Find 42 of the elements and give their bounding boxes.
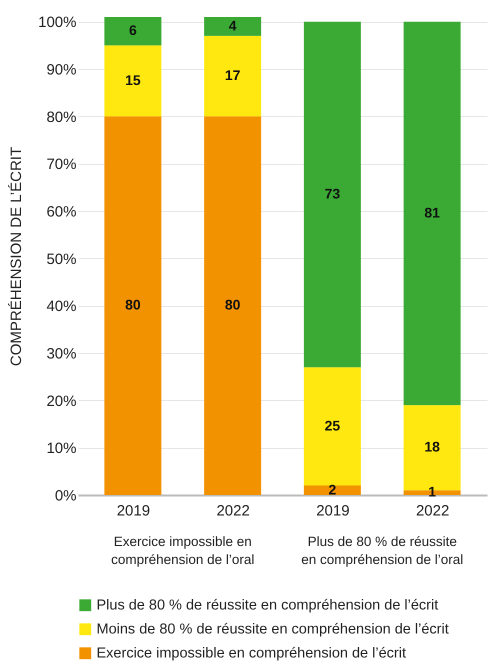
data-label: 18 bbox=[424, 438, 440, 455]
y-tick-label: 70% bbox=[46, 156, 76, 174]
y-tick-label: 20% bbox=[46, 392, 76, 410]
data-label: 2 bbox=[328, 481, 336, 498]
data-label: 81 bbox=[424, 204, 440, 220]
bar bbox=[304, 486, 361, 495]
y-tick-label: 0% bbox=[54, 488, 76, 504]
y-tick-label: 60% bbox=[46, 204, 76, 221]
data-label: 80 bbox=[125, 296, 141, 313]
y-tick-label: 100% bbox=[38, 14, 76, 32]
legend-label: Exercice impossible en compréhension de l’écrit bbox=[96, 645, 406, 662]
bar bbox=[204, 116, 262, 495]
data-label: 15 bbox=[125, 72, 141, 88]
x-tick-label: 2019 bbox=[116, 502, 150, 520]
y-tick-label: 30% bbox=[46, 346, 76, 363]
bar bbox=[104, 17, 162, 46]
bar bbox=[204, 17, 262, 36]
legend-label: Plus de 80 % de réussite en compréhension de l’écrit bbox=[96, 597, 438, 614]
x-tick-label: 2022 bbox=[416, 502, 450, 520]
text: Exercice impossible en compréhension de l’oral bbox=[111, 534, 254, 567]
legend-label: Moins de 80 % de réussite en compréhension de l’écrit bbox=[96, 621, 449, 638]
data-label: 17 bbox=[224, 67, 241, 84]
bar bbox=[304, 367, 361, 486]
data-label: 73 bbox=[324, 185, 340, 202]
y-axis-title: COMPRÉHENSION DE L’ÉCRIT bbox=[7, 146, 26, 366]
y-tick-label: 80% bbox=[46, 108, 76, 126]
data-label: 25 bbox=[324, 417, 340, 434]
x-tick-label: 2022 bbox=[216, 502, 250, 520]
y-tick-label: 10% bbox=[46, 440, 76, 458]
bar bbox=[404, 22, 461, 406]
y-tick-label: 40% bbox=[46, 298, 76, 316]
data-label: 4 bbox=[228, 17, 237, 34]
data-label: 80 bbox=[224, 296, 241, 313]
bar bbox=[104, 45, 162, 116]
data-label: 6 bbox=[128, 22, 137, 38]
bar bbox=[304, 22, 361, 368]
text: Plus de 80 % de réussite en compréhension de l’oral bbox=[301, 534, 464, 567]
y-tick-label: 90% bbox=[46, 62, 76, 79]
x-tick-label: 2019 bbox=[316, 502, 350, 520]
bar bbox=[104, 116, 162, 495]
y-tick-label: 50% bbox=[46, 250, 76, 268]
bar bbox=[204, 36, 262, 116]
